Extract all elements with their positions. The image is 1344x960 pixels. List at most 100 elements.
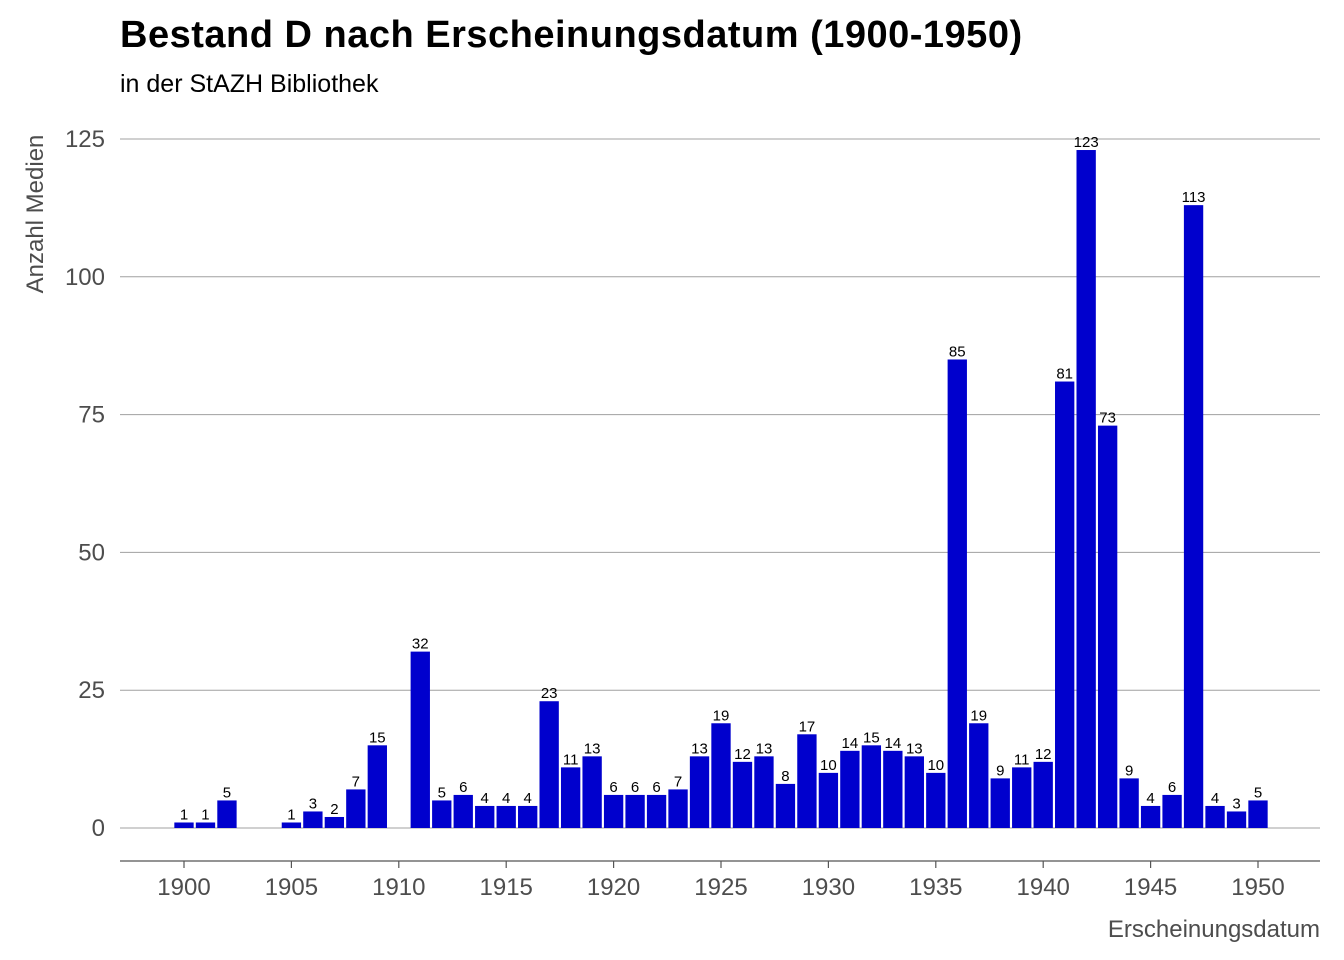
bar-1905 [281,822,302,828]
bar-value-label: 15 [369,729,386,746]
bar-1909 [367,745,387,828]
bar-1928 [775,783,796,828]
bar-value-label: 6 [652,779,660,796]
bar-value-label: 5 [1254,784,1262,801]
bar-value-label: 113 [1182,189,1206,206]
x-tick-label: 1920 [587,874,640,901]
bar-1945 [1140,805,1161,828]
x-tick-label: 1935 [909,874,962,901]
bar-value-label: 12 [1035,746,1052,763]
bar-value-label: 11 [563,751,579,768]
y-tick-label: 125 [65,126,105,153]
bar-1914 [475,805,495,828]
bar-1941 [1055,381,1075,828]
bar-value-label: 19 [713,707,730,724]
bar-1947 [1183,205,1204,829]
bar-1901 [195,822,216,828]
chart-title: Bestand D nach Erscheinungsdatum (1900-1… [120,14,1023,56]
bar-value-label: 1 [287,806,295,823]
bar-value-label: 14 [842,735,859,752]
x-tick-label: 1945 [1124,874,1177,901]
y-tick-label: 100 [65,264,105,291]
bar-1926 [732,761,753,828]
bar-1915 [496,805,516,828]
bar-1934 [904,756,924,828]
bar-value-label: 4 [1211,790,1219,807]
bar-1944 [1119,778,1139,828]
bar-1919 [582,756,602,828]
x-tick-label: 1950 [1231,874,1284,901]
bar-1908 [346,789,366,828]
bar-1942 [1076,150,1096,829]
bar-1939 [1012,767,1032,828]
bar-1925 [711,723,731,828]
bar-1950 [1248,800,1268,828]
bar-1943 [1097,425,1118,828]
bar-value-label: 14 [884,735,901,752]
y-tick-label: 50 [78,539,105,566]
bar-value-label: 9 [996,762,1004,779]
bar-1913 [453,794,473,828]
bar-value-label: 12 [734,746,751,763]
bar-value-label: 6 [631,779,639,796]
bar-value-label: 7 [352,773,360,790]
y-tick-label: 25 [78,677,105,704]
bar-value-label: 6 [1168,779,1176,796]
x-tick-label: 1925 [694,874,747,901]
bar-1916 [518,805,538,828]
bar-1933 [883,750,903,828]
x-tick-label: 1930 [802,874,855,901]
bar-1907 [324,816,345,828]
bar-value-label: 6 [609,779,617,796]
bar-value-label: 13 [906,740,923,757]
bar-1920 [603,794,624,828]
bar-value-label: 13 [756,740,773,757]
bar-value-label: 3 [309,795,317,812]
bar-value-label: 2 [330,801,338,818]
bar-value-label: 81 [1056,366,1073,383]
bar-value-label: 1 [201,806,209,823]
bar-1932 [861,745,882,828]
x-tick-label: 1910 [372,874,425,901]
bar-1929 [797,734,817,828]
bar-value-label: 4 [481,790,489,807]
bar-1921 [625,794,645,828]
bar-value-label: 1 [180,806,188,823]
bar-1912 [432,800,452,828]
bar-value-label: 19 [970,707,987,724]
bar-value-label: 85 [949,343,966,360]
bar-value-label: 5 [438,784,446,801]
bar-value-label: 4 [524,790,532,807]
bar-value-label: 7 [674,773,682,790]
bar-value-label: 15 [863,729,880,746]
bar-1936 [947,359,967,828]
bar-1948 [1205,805,1225,828]
bar-1935 [926,772,946,828]
bar-1938 [990,778,1010,828]
bar-1924 [689,756,710,828]
y-axis-title: Anzahl Medien [22,135,49,294]
x-axis-title: Erscheinungsdatum [1108,916,1320,943]
bar-value-label: 32 [412,636,429,653]
bar-value-label: 73 [1099,410,1116,427]
bar-1927 [754,756,774,828]
y-tick-label: 75 [78,402,105,429]
bar-1900 [174,822,194,828]
chart-subtitle: in der StAZH Bibliothek [120,70,379,98]
bar-1946 [1162,794,1182,828]
bar-value-label: 9 [1125,762,1133,779]
bar-value-label: 6 [459,779,467,796]
bar-1937 [969,723,989,828]
bar-value-label: 123 [1074,134,1099,151]
bar-value-label: 8 [781,768,789,785]
bar-value-label: 13 [584,740,601,757]
x-tick-label: 1940 [1017,874,1070,901]
x-tick-label: 1915 [480,874,533,901]
bar-value-label: 17 [799,718,816,735]
x-tick-label: 1900 [157,874,210,901]
bar-1917 [539,701,559,828]
bar-1902 [217,800,237,828]
